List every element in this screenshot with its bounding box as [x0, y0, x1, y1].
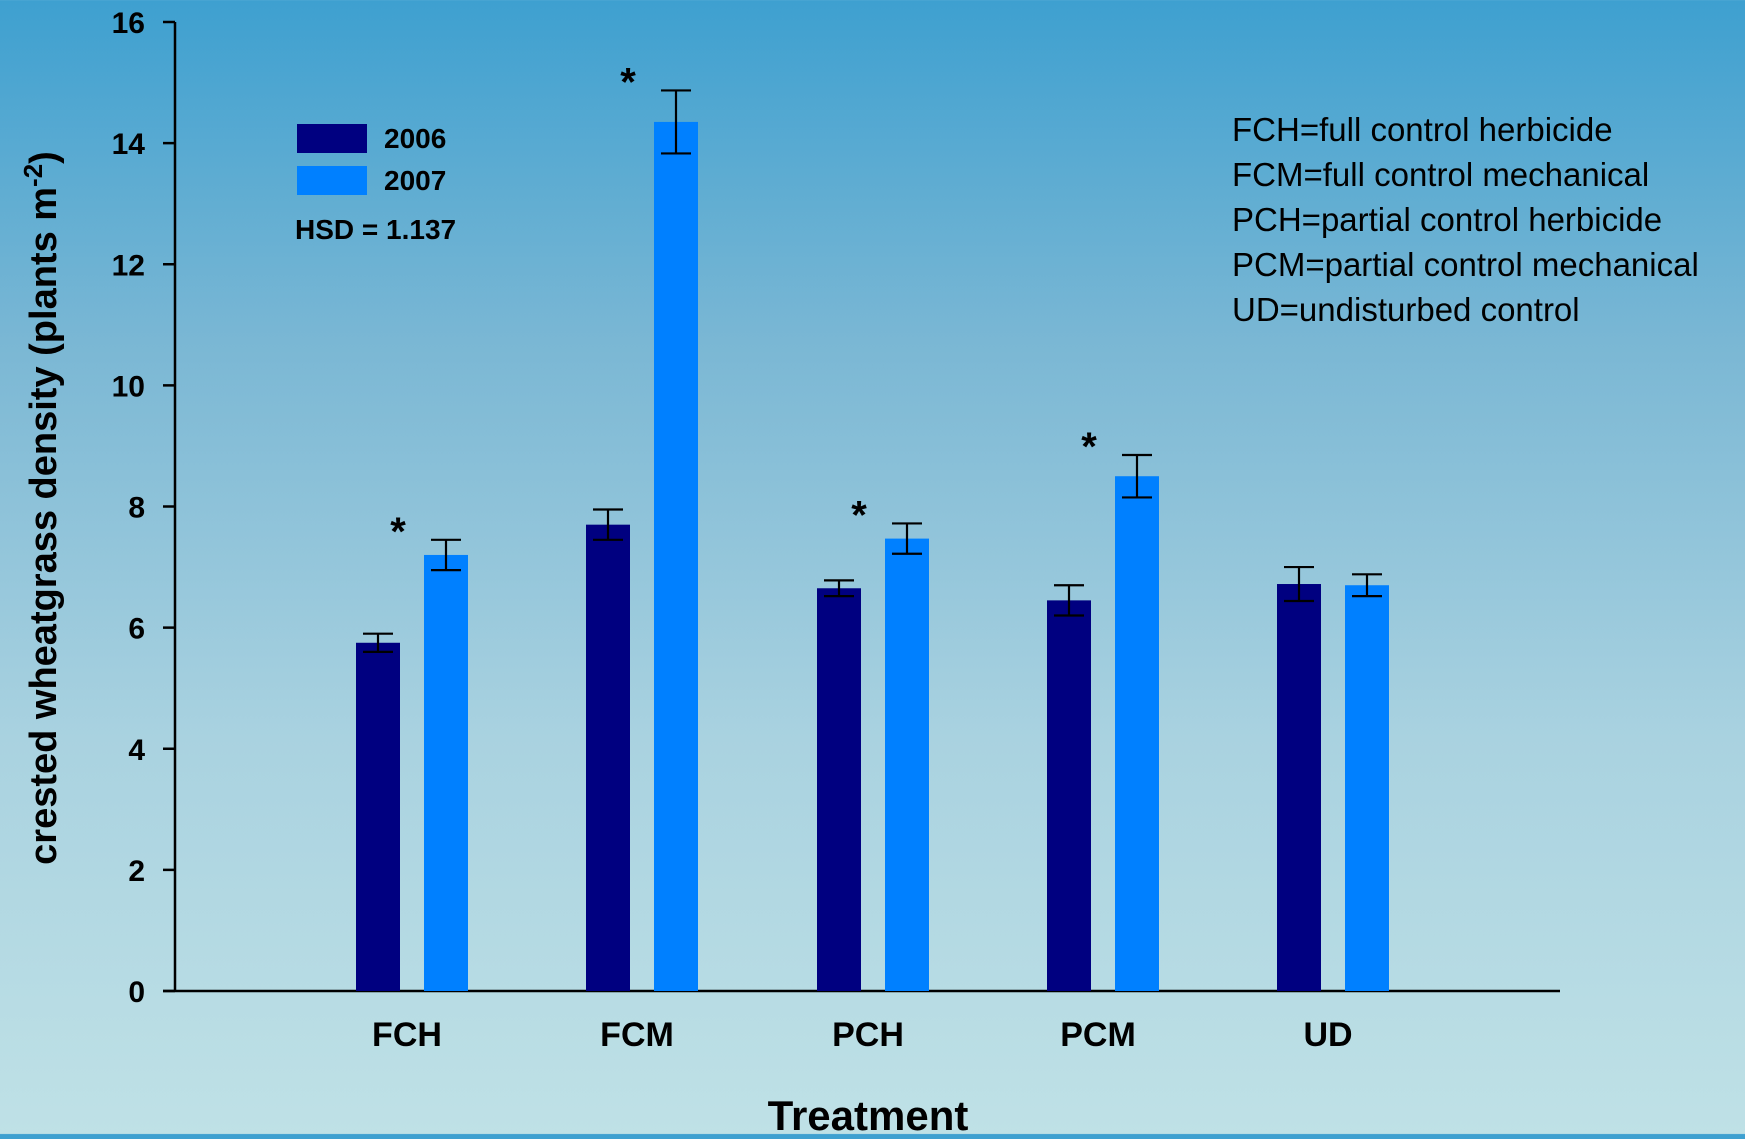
chart-legend: 2006 2007 HSD = 1.137 — [295, 123, 456, 245]
y-tick-label: 6 — [128, 613, 145, 646]
note-line: PCH=partial control herbicide — [1232, 201, 1662, 238]
chart-bars: * * * * — [356, 60, 1389, 992]
significance-star: * — [851, 493, 867, 537]
bar-2006-PCM — [1047, 600, 1091, 991]
bar-2006-FCM — [586, 524, 630, 991]
note-line: UD=undisturbed control — [1232, 291, 1580, 328]
y-tick-label: 2 — [128, 855, 145, 888]
y-tick-label: 10 — [112, 370, 145, 403]
x-tick-label-FCH: FCH — [372, 1016, 442, 1054]
y-tick-label: 16 — [112, 7, 145, 40]
note-line: FCH=full control herbicide — [1232, 111, 1613, 148]
y-axis-title: crested wheatgrass density (plants m-2) — [18, 151, 65, 865]
y-tick-label: 4 — [128, 734, 145, 767]
note-line: FCM=full control mechanical — [1232, 156, 1649, 193]
legend-swatch-2007 — [297, 166, 367, 195]
bar-2007-PCM — [1115, 476, 1159, 991]
chart-labels: FCH FCM PCH PCM UD — [372, 1016, 1353, 1054]
y-tick-label: 8 — [128, 492, 145, 525]
chart-notes: FCH=full control herbicide FCM=full contr… — [1232, 111, 1699, 328]
significance-star: * — [390, 510, 406, 554]
x-tick-label-UD: UD — [1303, 1016, 1352, 1054]
bar-2007-PCH — [885, 538, 929, 991]
x-tick-label-FCM: FCM — [600, 1016, 674, 1054]
y-tick-label: 12 — [112, 249, 145, 282]
bar-2006-UD — [1277, 584, 1321, 991]
bar-2006-FCH — [356, 642, 400, 991]
bar-2007-UD — [1345, 585, 1389, 991]
x-tick-label-PCM: PCM — [1060, 1016, 1136, 1054]
x-tick-label-PCH: PCH — [832, 1016, 904, 1054]
legend-swatch-2006 — [297, 124, 367, 153]
legend-label-2007: 2007 — [384, 165, 446, 196]
y-tick-label: 0 — [128, 976, 145, 1009]
legend-label-2006: 2006 — [384, 123, 446, 154]
significance-star: * — [620, 60, 636, 104]
bar-2007-FCH — [424, 554, 468, 991]
x-axis-title: Treatment — [768, 1092, 969, 1134]
chart-axes: 0 2 4 6 8 10 12 14 16 crested wheatgrass density … — [18, 7, 1560, 1139]
hsd-annotation: HSD = 1.137 — [295, 214, 456, 245]
significance-star: * — [1081, 425, 1097, 469]
bar-2007-FCM — [654, 121, 698, 992]
note-line: PCM=partial control mechanical — [1232, 246, 1699, 283]
y-tick-label: 14 — [112, 128, 146, 161]
bar-2006-PCH — [817, 588, 861, 991]
